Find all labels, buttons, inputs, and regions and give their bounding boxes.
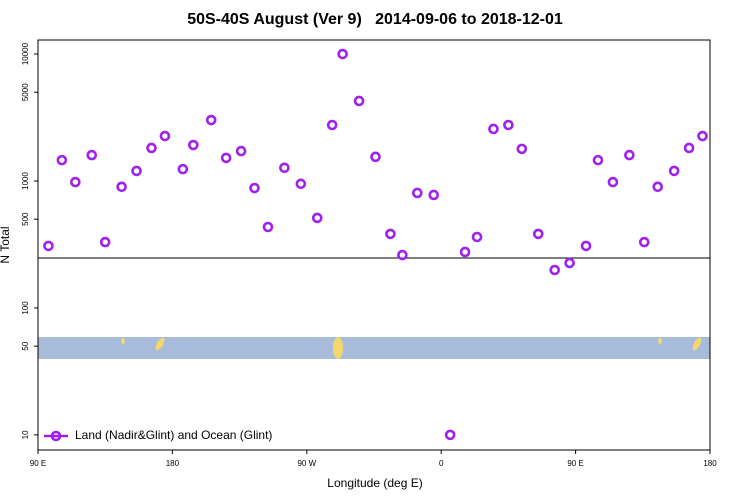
point [220, 152, 232, 164]
point [668, 165, 680, 177]
point [70, 176, 81, 188]
point [638, 236, 650, 248]
point [428, 189, 440, 201]
point [56, 154, 68, 166]
point [311, 212, 323, 224]
point [516, 143, 528, 155]
y-tick-label: 50 [21, 341, 30, 350]
x-tick-label: 0 [439, 459, 444, 468]
point [86, 149, 98, 161]
point [471, 231, 483, 243]
point [235, 145, 247, 157]
y-tick-label: 10 [21, 430, 30, 439]
chart-title: 50S-40S August (Ver 9) 2014-09-06 to 201… [187, 11, 563, 28]
point [131, 165, 142, 177]
point [624, 149, 635, 161]
x-tick-label: 90 E [567, 459, 583, 468]
point [503, 119, 514, 131]
y-tick-label: 500 [21, 212, 30, 226]
point [580, 240, 592, 252]
x-axis-label: Longitude (deg E) [327, 476, 422, 490]
point [353, 95, 365, 107]
legend-label: Land (Nadir&Glint) and Ocean (Glint) [75, 428, 272, 442]
point [532, 228, 544, 240]
point [205, 114, 217, 126]
point [99, 236, 111, 248]
point [549, 264, 560, 276]
x-tick-label: 90 E [30, 459, 46, 468]
x-tick-label: 180 [703, 459, 717, 468]
point [488, 123, 499, 135]
x-tick-label: 180 [166, 459, 180, 468]
point [262, 221, 274, 233]
point [279, 162, 290, 174]
point [295, 178, 307, 190]
legend-marker [50, 430, 62, 442]
point [116, 181, 127, 193]
point [337, 48, 348, 60]
point [652, 181, 664, 193]
y-tick-label: 100 [21, 301, 30, 315]
point [146, 142, 157, 154]
point [370, 151, 381, 163]
x-tick-label: 90 W [297, 459, 316, 468]
point [412, 187, 423, 199]
plot-frame [37, 39, 711, 451]
point [697, 130, 708, 142]
point [397, 249, 408, 261]
point [683, 142, 695, 154]
point [592, 154, 604, 166]
point [188, 139, 199, 151]
ocean-band [38, 337, 710, 359]
y-tick-label: 5000 [21, 83, 30, 101]
point [43, 240, 54, 252]
land-patches [121, 337, 702, 359]
y-tick-label: 10000 [21, 42, 30, 65]
point [564, 257, 575, 269]
point [177, 163, 189, 175]
point [326, 119, 338, 131]
point [159, 130, 171, 142]
point [607, 176, 619, 188]
point [249, 182, 260, 194]
point [444, 429, 456, 441]
y-axis-label: N Total [0, 226, 12, 263]
y-tick-label: 1000 [21, 172, 30, 190]
point [459, 246, 471, 258]
point [385, 228, 396, 240]
